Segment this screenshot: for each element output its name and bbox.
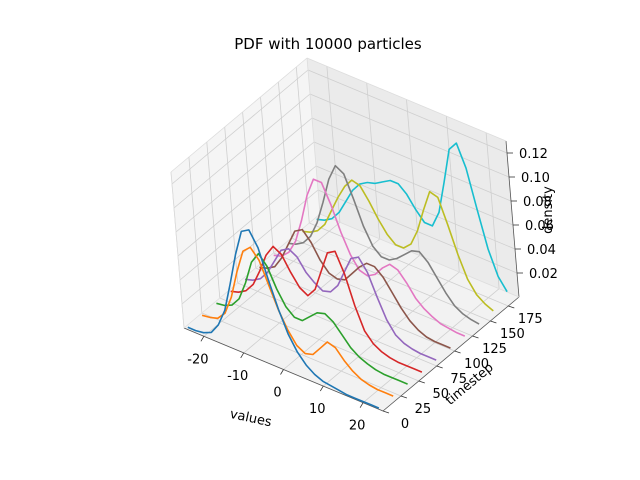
z-axis-line (505, 140, 520, 298)
grid-line-z (309, 93, 510, 178)
grid-line-y (260, 96, 274, 254)
pane-edge (306, 57, 321, 215)
pane-edge (306, 57, 507, 142)
y-tick (472, 335, 479, 339)
x-tick (240, 352, 245, 359)
grid-line-y (242, 111, 256, 269)
z-tick-label: 0.06 (525, 219, 554, 234)
x-tick-label: -10 (227, 369, 248, 384)
series-line-t20 (201, 246, 394, 397)
z-tick-label: 0.02 (529, 267, 558, 282)
grid-line-z (171, 69, 309, 185)
grid-line-z (175, 117, 313, 233)
y-tick-label: 150 (500, 327, 525, 342)
series-lines (187, 142, 508, 409)
grid-line-x (485, 132, 500, 289)
grid-line-y (291, 237, 491, 322)
grid-line-z (311, 117, 512, 202)
x-tick (359, 402, 364, 408)
z-tick-label: 0.08 (523, 195, 552, 210)
side-pane (171, 58, 320, 328)
series-line-t40 (216, 252, 408, 385)
grid-line-z (313, 141, 514, 226)
series-line-t140 (287, 164, 480, 325)
pane-edge (170, 171, 185, 329)
z-axis-label: density (541, 186, 556, 234)
y-tick-label: 25 (415, 402, 432, 417)
z-tick-label: 0.10 (521, 171, 550, 186)
y-tick-label: 75 (450, 372, 467, 387)
grid-line-y (219, 297, 419, 382)
series-line-t180 (316, 142, 508, 293)
x-tick-label: -20 (187, 352, 208, 367)
grid-line-x (362, 288, 500, 404)
series-line-t160 (302, 179, 494, 312)
grid-line-y (237, 282, 437, 367)
grid-line-y (255, 267, 455, 352)
y-axis-line (382, 296, 520, 412)
pane-edge (170, 57, 308, 173)
y-tick-label: 125 (482, 342, 507, 357)
series-line-t60 (230, 245, 423, 373)
y-tick-label: 0 (401, 417, 409, 432)
y-tick (490, 320, 497, 324)
series-line-t120 (273, 178, 466, 337)
x-tick (280, 369, 284, 375)
z-tick-label: 0.12 (519, 147, 548, 162)
y-tick-label: 100 (464, 357, 489, 372)
series-line-t0 (187, 229, 380, 409)
grid-line-z (177, 141, 315, 257)
y-tick-label: 175 (518, 312, 543, 327)
x-tick-label: 0 (273, 386, 281, 401)
grid-line-x (445, 116, 460, 273)
grid-line-z (173, 93, 311, 209)
y-tick (382, 410, 390, 414)
series-line-t100 (259, 228, 451, 349)
chart-title: PDF with 10000 particles (234, 35, 422, 53)
y-tick-label: 50 (433, 387, 450, 402)
grid-line-y (188, 156, 203, 314)
grid-line-y (278, 81, 292, 239)
x-tick-label: 10 (309, 402, 326, 417)
x-tick (200, 336, 205, 342)
y-tick (508, 305, 515, 309)
grid-line-x (283, 255, 420, 370)
grid-line-x (366, 82, 381, 239)
grid-line-z (307, 69, 508, 154)
x-tick (319, 385, 324, 392)
series-line-t80 (244, 248, 437, 361)
x-tick-label: 20 (349, 419, 366, 434)
y-tick (454, 350, 461, 354)
y-tick (418, 380, 425, 384)
z-tick-label: 0.04 (527, 243, 556, 258)
x-axis-label: values (228, 407, 273, 431)
y-tick (436, 365, 443, 369)
grid-line-y (201, 312, 402, 397)
pane-edge (319, 213, 520, 298)
y-tick (400, 395, 408, 399)
grid-line-z (315, 165, 516, 250)
grid-line-z (179, 165, 317, 281)
grid-line-y (206, 141, 221, 299)
